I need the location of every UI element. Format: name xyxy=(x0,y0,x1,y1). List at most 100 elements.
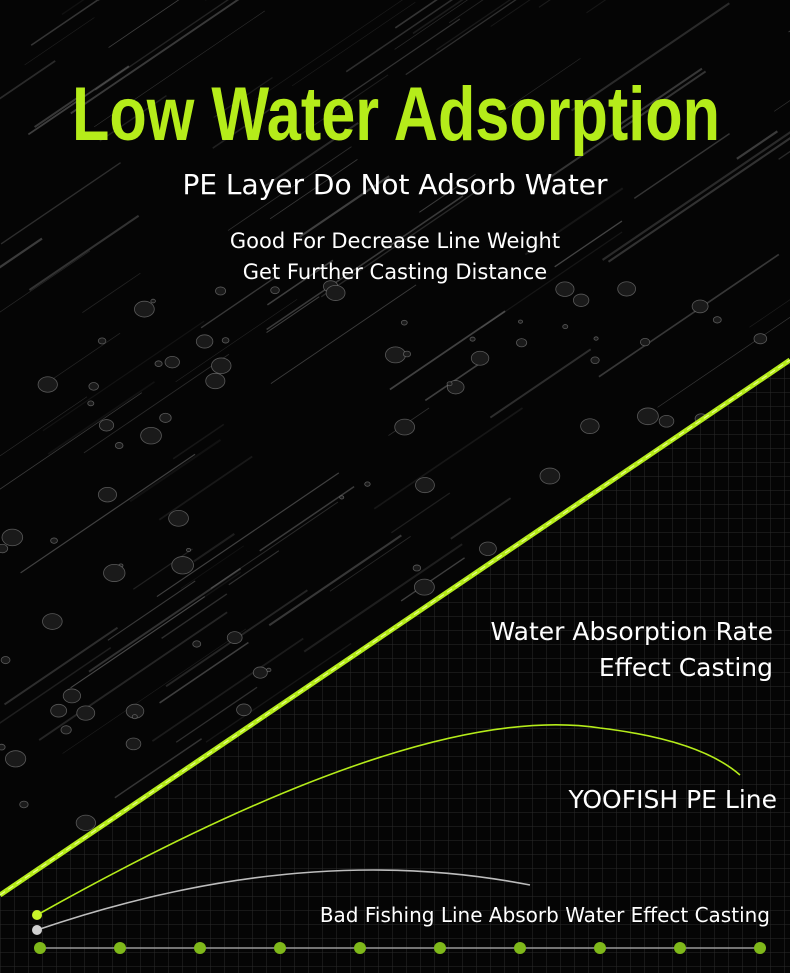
rain-streak xyxy=(499,58,581,114)
rain-streak xyxy=(524,187,624,256)
water-drop xyxy=(171,556,194,575)
water-drop xyxy=(37,376,58,393)
rain-streak xyxy=(618,67,703,127)
good-line-label: YOOFISH PE Line xyxy=(567,785,777,814)
rain-streak xyxy=(266,259,334,306)
rain-streak xyxy=(0,392,143,511)
rain-streak xyxy=(47,381,155,455)
rain-streak xyxy=(0,162,121,245)
rain-streak xyxy=(586,0,667,14)
rain-streak xyxy=(0,237,43,301)
rain-streak xyxy=(255,0,407,100)
water-drop xyxy=(236,703,252,717)
water-drop xyxy=(637,407,659,426)
water-drop xyxy=(75,814,96,832)
rain-streak xyxy=(161,593,228,639)
rain-streak xyxy=(538,0,583,8)
rain-streak xyxy=(108,0,300,48)
water-drop xyxy=(87,400,95,407)
water-drop xyxy=(470,350,490,366)
rain-streak xyxy=(180,545,245,589)
subtitle: PE Layer Do Not Adsorb Water xyxy=(182,168,608,201)
rain-streak xyxy=(175,298,298,383)
bad-line-curve xyxy=(36,869,531,931)
rain-streak xyxy=(44,332,121,385)
distance-marker xyxy=(274,942,286,954)
callout-line: Water Absorption Rate xyxy=(491,617,773,646)
rain-streak xyxy=(64,571,242,693)
rain-streak xyxy=(601,124,790,261)
water-drop xyxy=(562,324,569,330)
rain-streak xyxy=(607,132,790,263)
rain-streak xyxy=(0,396,88,473)
distance-marker xyxy=(754,942,766,954)
water-drop xyxy=(140,426,162,445)
description-line: Good For Decrease Line Weight xyxy=(230,229,560,253)
rain-streak xyxy=(212,105,276,149)
rain-streak xyxy=(0,647,112,730)
rain-streak xyxy=(42,320,205,432)
rain-streak xyxy=(156,472,340,598)
rain-streak xyxy=(62,628,247,754)
rain-streak xyxy=(394,0,480,50)
rain-streak xyxy=(405,0,587,76)
water-drop xyxy=(76,705,96,721)
rain-streak xyxy=(94,10,265,128)
water-drop xyxy=(50,703,68,718)
rain-streak xyxy=(0,60,56,125)
rain-streak xyxy=(345,0,543,73)
water-drop xyxy=(555,281,575,297)
rain-streak xyxy=(158,455,253,521)
water-drop xyxy=(518,319,523,324)
rain-streak xyxy=(657,303,790,408)
water-drop xyxy=(400,319,408,326)
rain-streak xyxy=(269,159,358,220)
rain-streak xyxy=(70,0,247,115)
distance-marker xyxy=(514,942,526,954)
water-drop xyxy=(446,381,453,387)
water-drop xyxy=(402,350,412,358)
water-drop xyxy=(97,337,107,345)
rain-streak xyxy=(38,611,228,741)
water-drop xyxy=(186,547,192,553)
distance-marker xyxy=(594,942,606,954)
water-drop xyxy=(469,336,476,342)
rain-streak xyxy=(132,548,193,590)
rain-streak xyxy=(34,97,78,128)
distance-marker xyxy=(354,942,366,954)
water-drop xyxy=(114,442,124,449)
rain-streak xyxy=(489,348,592,419)
water-drop xyxy=(215,286,227,296)
water-drop xyxy=(712,316,722,324)
rain-streak xyxy=(264,122,359,188)
rain-streak xyxy=(490,0,629,27)
rain-streak xyxy=(213,76,273,118)
rain-streak xyxy=(200,274,279,329)
rain-streak xyxy=(570,2,730,112)
rain-streak xyxy=(266,195,464,331)
water-drop xyxy=(479,541,497,556)
good-line-curve xyxy=(36,723,741,916)
water-drop xyxy=(125,737,142,751)
rain-streak xyxy=(538,70,707,186)
water-drop xyxy=(97,486,118,503)
rain-streak xyxy=(259,486,355,552)
rain-streak xyxy=(172,423,225,460)
water-drop xyxy=(617,281,636,297)
rain-streak xyxy=(3,626,119,706)
rain-streak xyxy=(20,453,196,574)
rain-streak xyxy=(175,686,258,743)
water-drop xyxy=(658,415,675,428)
rain-streak xyxy=(266,296,320,333)
rain-streak xyxy=(28,214,140,291)
water-drop xyxy=(413,578,435,596)
rain-streak xyxy=(27,65,130,136)
water-drop xyxy=(325,284,346,301)
rain-streak xyxy=(205,642,352,743)
rain-streak xyxy=(193,532,235,563)
rain-streak xyxy=(268,534,402,627)
rain-streak xyxy=(227,146,352,231)
water-drop xyxy=(0,743,6,751)
water-drop xyxy=(339,495,345,500)
water-drop xyxy=(593,336,599,341)
